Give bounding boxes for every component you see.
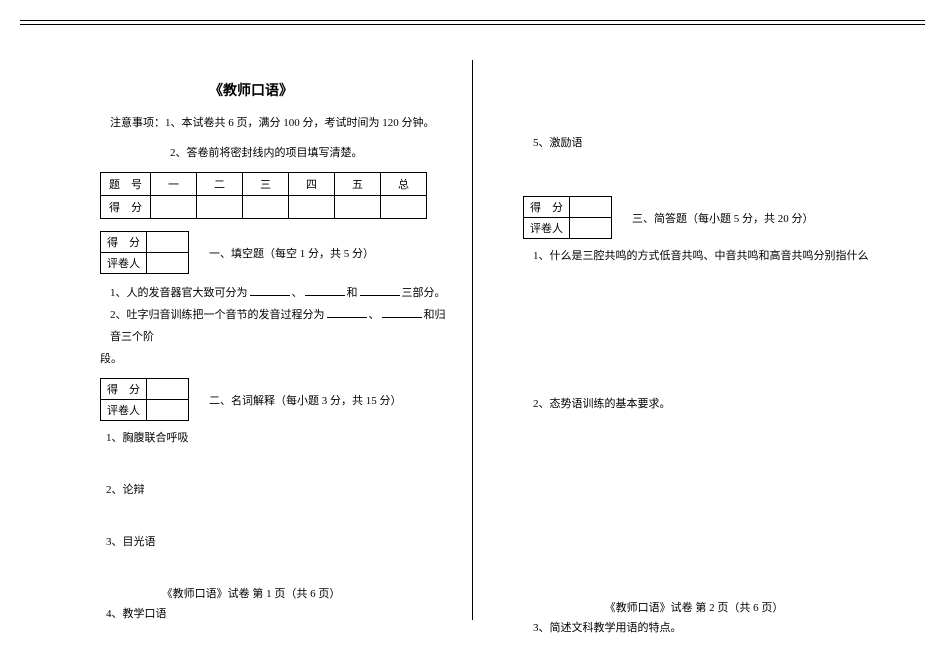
cell-label: 评卷人 xyxy=(101,253,147,274)
sec1-q1: 1、人的发音器官大致可分为 、 和 三部分。 xyxy=(110,282,452,304)
blank-line xyxy=(250,284,290,296)
top-rule-1 xyxy=(20,20,925,21)
cell: 四 xyxy=(289,173,335,196)
blank-line xyxy=(305,284,345,296)
section-3-title: 三、简答题（每小题 5 分，共 20 分） xyxy=(632,210,814,226)
cell xyxy=(570,218,612,239)
cell-label: 得 分 xyxy=(524,197,570,218)
top-rule-2 xyxy=(20,24,925,25)
cell-label: 得 分 xyxy=(101,379,147,400)
text: 、 xyxy=(292,287,303,299)
section-2-title: 二、名词解释（每小题 3 分，共 15 分） xyxy=(209,392,402,408)
text: 2、吐字归音训练把一个音节的发音过程分为 xyxy=(110,309,325,321)
section-2-header: 得 分 评卷人 二、名词解释（每小题 3 分，共 15 分） xyxy=(50,378,452,421)
section-1-header: 得 分 评卷人 一、填空题（每空 1 分，共 5 分） xyxy=(50,231,452,274)
cell xyxy=(151,196,197,219)
table-row: 得 分 xyxy=(101,379,189,400)
table-row: 得 分 xyxy=(524,197,612,218)
notice-line-1: 注意事项：1、本试卷共 6 页，满分 100 分，考试时间为 120 分钟。 xyxy=(110,112,452,134)
text: 三部分。 xyxy=(402,287,446,299)
page-1-footer: 《教师口语》试卷 第 1 页（共 6 页） xyxy=(50,585,452,601)
cell: 五 xyxy=(335,173,381,196)
notice-line-2: 2、答卷前将密封线内的项目填写清楚。 xyxy=(170,142,452,164)
score-box-small: 得 分 评卷人 xyxy=(523,196,612,239)
sec2-q2: 2、论辩 xyxy=(106,481,452,497)
cell-label: 题 号 xyxy=(101,173,151,196)
sec3-q1: 1、什么是三腔共鸣的方式低音共鸣、中音共鸣和高音共鸣分别指什么 xyxy=(533,247,895,263)
sec2-q5: 5、激励语 xyxy=(533,134,895,150)
spacer xyxy=(493,271,895,361)
table-row: 得 分 xyxy=(101,232,189,253)
page-spread: 《教师口语》 注意事项：1、本试卷共 6 页，满分 100 分，考试时间为 12… xyxy=(0,0,945,663)
sec1-q2-tail: 段。 xyxy=(100,348,452,370)
spacer xyxy=(493,361,895,391)
cell-label: 得 分 xyxy=(101,232,147,253)
cell xyxy=(289,196,335,219)
cell xyxy=(335,196,381,219)
page-2: 5、激励语 得 分 评卷人 三、简答题（每小题 5 分，共 20 分） 1、什么… xyxy=(473,40,915,643)
sec2-q3: 3、目光语 xyxy=(106,533,452,549)
blank-line xyxy=(327,306,367,318)
text: 1、人的发音器官大致可分为 xyxy=(110,287,248,299)
score-box-small: 得 分 评卷人 xyxy=(100,231,189,274)
cell: 一 xyxy=(151,173,197,196)
table-row: 题 号 一 二 三 四 五 总 xyxy=(101,173,427,196)
spacer xyxy=(493,509,895,569)
cell: 二 xyxy=(197,173,243,196)
table-row: 评卷人 xyxy=(524,218,612,239)
spacer xyxy=(493,419,895,509)
text: 、 xyxy=(369,309,380,321)
cell xyxy=(381,196,427,219)
cell xyxy=(147,232,189,253)
score-box-small: 得 分 评卷人 xyxy=(100,378,189,421)
page-2-footer: 《教师口语》试卷 第 2 页（共 6 页） xyxy=(493,599,895,615)
cell-label: 评卷人 xyxy=(524,218,570,239)
section-1-title: 一、填空题（每空 1 分，共 5 分） xyxy=(209,245,374,261)
section-3-header: 得 分 评卷人 三、简答题（每小题 5 分，共 20 分） xyxy=(483,196,895,239)
text: 和 xyxy=(347,287,358,299)
table-row: 评卷人 xyxy=(101,253,189,274)
sec3-q2: 2、态势语训练的基本要求。 xyxy=(533,395,895,411)
cell xyxy=(243,196,289,219)
cell: 三 xyxy=(243,173,289,196)
score-table-main: 题 号 一 二 三 四 五 总 得 分 xyxy=(100,172,427,219)
table-row: 得 分 xyxy=(101,196,427,219)
cell: 总 xyxy=(381,173,427,196)
sec2-q4: 4、教学口语 xyxy=(106,605,452,621)
cell xyxy=(147,379,189,400)
blank-line xyxy=(360,284,400,296)
table-row: 评卷人 xyxy=(101,400,189,421)
cell xyxy=(147,400,189,421)
spacer xyxy=(493,40,895,130)
page-1: 《教师口语》 注意事项：1、本试卷共 6 页，满分 100 分，考试时间为 12… xyxy=(30,40,472,643)
blank-line xyxy=(382,306,422,318)
sec3-q3: 3、简述文科教学用语的特点。 xyxy=(533,619,895,635)
sec2-q1: 1、胸腹联合呼吸 xyxy=(106,429,452,445)
cell xyxy=(197,196,243,219)
cell-label: 评卷人 xyxy=(101,400,147,421)
cell xyxy=(147,253,189,274)
sec1-q2: 2、吐字归音训练把一个音节的发音过程分为、和归音三个阶 xyxy=(110,304,452,348)
notice-1-text: 1、本试卷共 6 页，满分 100 分，考试时间为 120 分钟。 xyxy=(165,117,435,129)
doc-title: 《教师口语》 xyxy=(50,80,452,100)
notice-label: 注意事项： xyxy=(110,117,165,129)
cell xyxy=(570,197,612,218)
cell-label: 得 分 xyxy=(101,196,151,219)
spacer xyxy=(493,158,895,188)
